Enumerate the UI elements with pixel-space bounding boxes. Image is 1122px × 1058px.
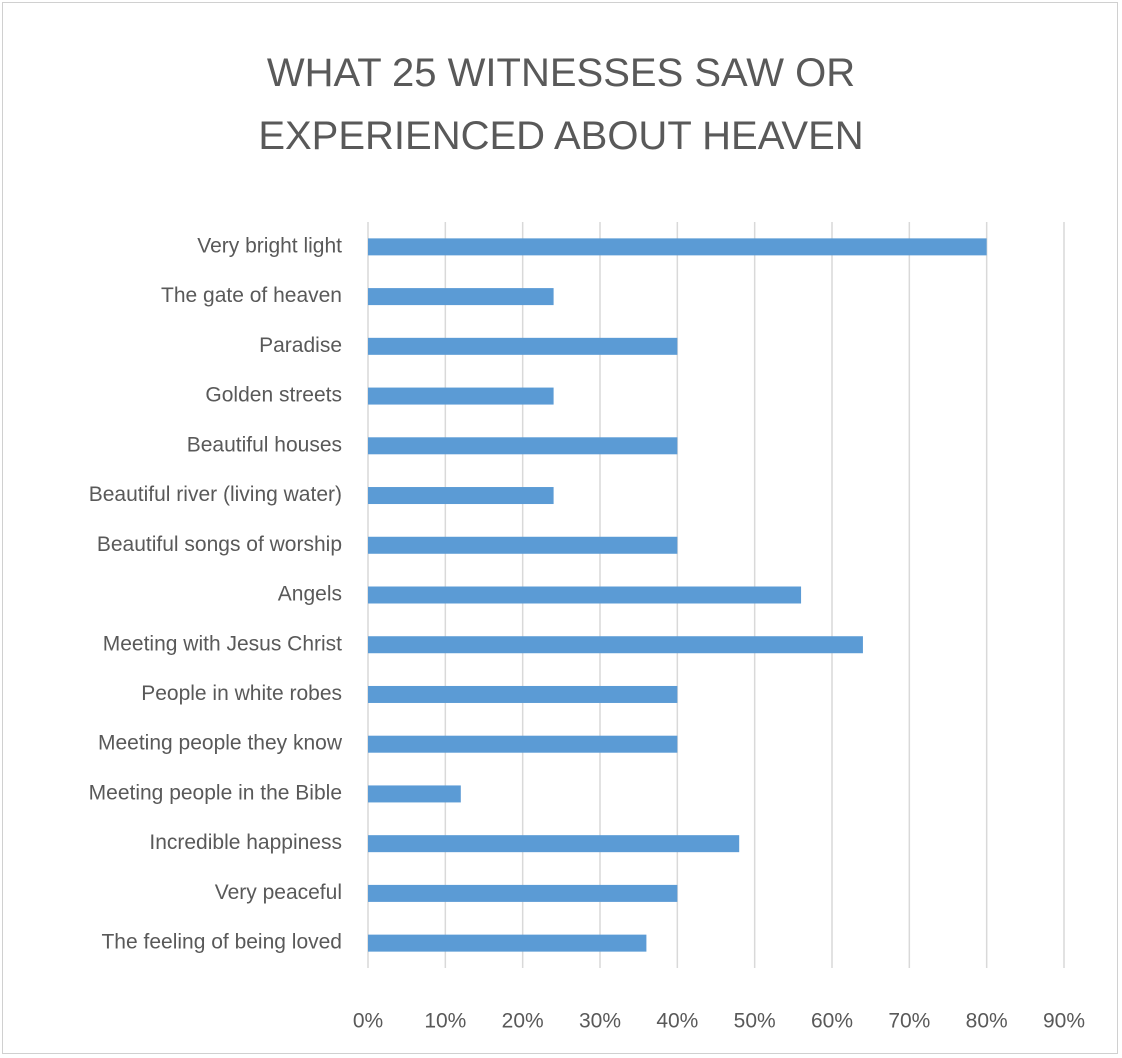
y-tick-label: Golden streets bbox=[205, 384, 342, 407]
x-tick-label: 30% bbox=[579, 1010, 621, 1033]
bar bbox=[368, 884, 678, 902]
bar bbox=[368, 586, 802, 604]
y-tick-label: The feeling of being loved bbox=[101, 931, 342, 954]
bar bbox=[368, 337, 678, 355]
x-tick-label: 70% bbox=[888, 1010, 930, 1033]
y-tick-label: Meeting people in the Bible bbox=[89, 781, 342, 804]
x-tick-label: 50% bbox=[734, 1010, 776, 1033]
bar bbox=[368, 735, 678, 753]
y-tick-label: Incredible happiness bbox=[149, 831, 342, 854]
y-tick-label: Beautiful houses bbox=[187, 433, 342, 456]
bar bbox=[368, 536, 678, 554]
y-tick-label: Very peaceful bbox=[215, 881, 342, 904]
x-tick-label: 80% bbox=[966, 1010, 1008, 1033]
bar bbox=[368, 636, 863, 654]
bar bbox=[368, 487, 554, 505]
y-tick-label: Beautiful songs of worship bbox=[97, 533, 342, 556]
x-tick-label: 90% bbox=[1043, 1010, 1085, 1033]
bar bbox=[368, 785, 461, 803]
bar bbox=[368, 238, 987, 256]
y-tick-label: Meeting people they know bbox=[98, 732, 343, 755]
chart-title: WHAT 25 WITNESSES SAW OR EXPERIENCED ABO… bbox=[258, 51, 864, 158]
bar bbox=[368, 685, 678, 703]
bar bbox=[368, 835, 740, 853]
y-tick-label: Very bright light bbox=[197, 234, 342, 257]
bar bbox=[368, 437, 678, 455]
x-tick-label: 60% bbox=[811, 1010, 853, 1033]
y-tick-label: Meeting with Jesus Christ bbox=[103, 632, 342, 655]
y-tick-label: People in white robes bbox=[141, 682, 342, 705]
x-tick-label: 40% bbox=[656, 1010, 698, 1033]
x-tick-label: 20% bbox=[502, 1010, 544, 1033]
x-tick-label: 0% bbox=[353, 1010, 383, 1033]
y-tick-label: Angels bbox=[278, 583, 342, 606]
y-tick-label: Paradise bbox=[259, 334, 342, 357]
bar bbox=[368, 288, 554, 306]
x-tick-label: 10% bbox=[424, 1010, 466, 1033]
y-tick-label: Beautiful river (living water) bbox=[89, 483, 342, 506]
y-tick-label: The gate of heaven bbox=[161, 284, 342, 307]
bar bbox=[368, 934, 647, 952]
bar bbox=[368, 387, 554, 405]
